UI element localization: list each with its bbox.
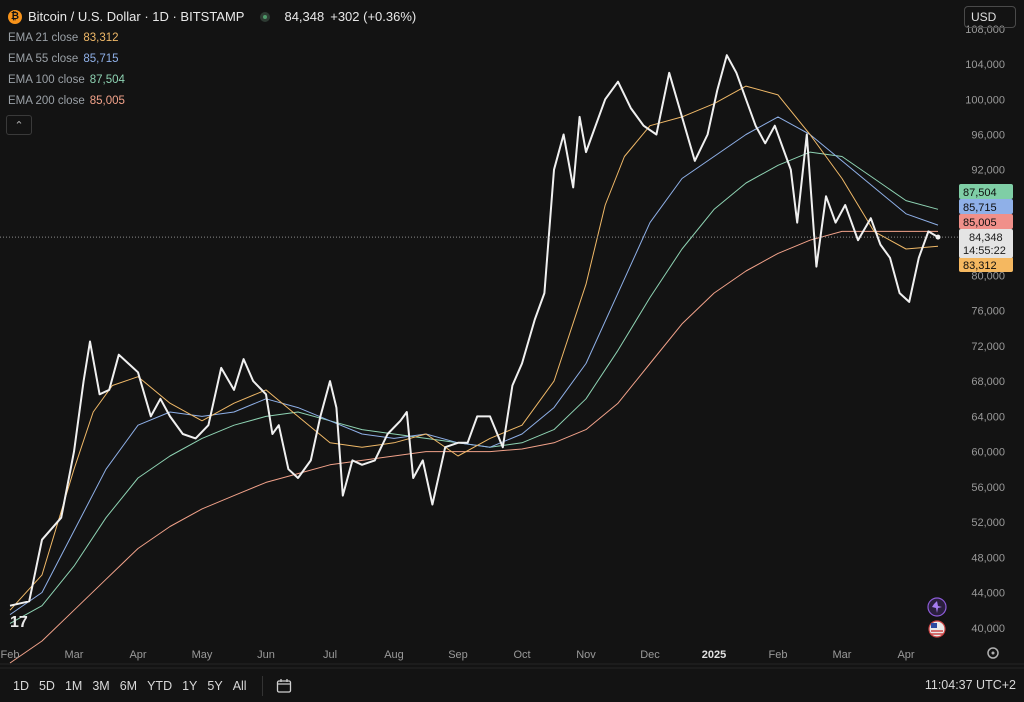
timeframe-1m[interactable]: 1M: [64, 679, 83, 693]
gear-icon[interactable]: [987, 647, 999, 659]
timeframe-1y[interactable]: 1Y: [182, 679, 198, 693]
price-badge-label: 85,715: [963, 202, 997, 214]
y-tick-label: 68,000: [971, 376, 1005, 388]
y-tick-label: 92,000: [971, 165, 1005, 177]
series-line-btcusd: [9, 54, 939, 607]
y-tick-label: 80,000: [971, 270, 1005, 282]
y-tick-label: 76,000: [971, 306, 1005, 318]
timeframe-3m[interactable]: 3M: [92, 679, 110, 693]
series-line-ema-55-close: [9, 116, 939, 616]
legend-ema-55[interactable]: EMA 55 close 85,715: [8, 53, 119, 65]
clock-timezone[interactable]: 11:04:37 UTC+2: [924, 678, 1016, 692]
y-tick-label: 56,000: [971, 482, 1005, 494]
x-tick-label: Mar: [833, 649, 852, 661]
legend-label: EMA 100 close: [8, 74, 85, 86]
x-tick-label: Oct: [513, 649, 530, 661]
last-price: 84,348: [284, 9, 325, 24]
y-tick-label: 44,000: [971, 588, 1005, 600]
x-tick-label: Apr: [897, 649, 914, 661]
x-tick-label: May: [192, 649, 213, 661]
currency-select[interactable]: USD: [964, 6, 1016, 28]
chevron-up-icon: ⌃: [14, 119, 24, 132]
legend-value: 85,005: [89, 95, 125, 107]
price-badge-label: 83,312: [963, 260, 997, 272]
x-tick-label: Nov: [576, 649, 596, 661]
y-tick-label: 52,000: [971, 517, 1005, 529]
last-price-label: 84,348: [969, 232, 1003, 244]
calendar-range-icon[interactable]: [275, 677, 293, 695]
price-badge-label: 87,504: [963, 187, 997, 199]
x-tick-label: Dec: [640, 649, 660, 661]
series-line-ema-200-close: [9, 230, 938, 664]
timeframe-1d[interactable]: 1D: [13, 679, 29, 693]
series-line-ema-21-close: [9, 85, 939, 611]
legend-ema-100[interactable]: EMA 100 close 87,504: [8, 74, 125, 86]
timeframe-ytd[interactable]: YTD: [147, 679, 173, 693]
price-badge: [959, 214, 1013, 229]
price-change: +302 (+0.36%): [330, 9, 417, 24]
price-badge: [959, 257, 1013, 272]
tradingview-logo[interactable]: 17: [10, 614, 28, 631]
series-line-ema-100-close: [9, 151, 939, 624]
legend-label: EMA 21 close: [8, 32, 79, 44]
toolbar-divider: [261, 676, 263, 696]
price-badge: [959, 199, 1013, 214]
legend-value: 85,715: [83, 53, 119, 65]
x-tick-label: Sep: [448, 649, 468, 661]
legend-ema-21[interactable]: EMA 21 close 83,312: [8, 32, 119, 44]
x-tick-label: Apr: [129, 649, 146, 661]
bottom-toolbar: 1D 5D 1M 3M 6M YTD 1Y 5Y All 11:04:37 UT…: [0, 670, 1024, 702]
timeframe-6m[interactable]: 6M: [119, 679, 138, 693]
x-tick-label: Jul: [323, 649, 337, 661]
y-tick-label: 100,000: [965, 94, 1005, 106]
timeframe-all[interactable]: All: [232, 679, 247, 693]
x-tick-label: Jun: [257, 649, 275, 661]
legend-value: 83,312: [83, 32, 119, 44]
last-price-badge: [959, 229, 1013, 258]
symbol-header: ₿ Bitcoin / U.S. Dollar · 1D · BITSTAMP …: [8, 9, 416, 24]
last-price-dot: [935, 234, 941, 240]
market-status-icon: [260, 11, 271, 22]
us-flag-icon[interactable]: [928, 620, 946, 638]
y-tick-label: 72,000: [971, 341, 1005, 353]
legend-value: 87,504: [89, 74, 125, 86]
y-tick-label: 108,000: [965, 24, 1005, 36]
symbol-title[interactable]: Bitcoin / U.S. Dollar · 1D · BITSTAMP: [28, 9, 245, 24]
x-tick-label: Feb: [1, 649, 20, 661]
y-tick-label: 60,000: [971, 447, 1005, 459]
bitcoin-icon: ₿: [8, 9, 22, 24]
timeframe-5y[interactable]: 5Y: [207, 679, 223, 693]
y-tick-label: 96,000: [971, 130, 1005, 142]
price-badge-label: 85,005: [963, 217, 997, 229]
legend-label: EMA 200 close: [8, 95, 85, 107]
legend-ema-200[interactable]: EMA 200 close 85,005: [8, 95, 125, 107]
x-tick-label: Aug: [384, 649, 404, 661]
x-tick-label: Feb: [769, 649, 788, 661]
price-badge: [959, 184, 1013, 199]
y-tick-label: 64,000: [971, 411, 1005, 423]
countdown-label: 14:55:22: [963, 245, 1006, 257]
sparkle-icon[interactable]: [927, 597, 947, 617]
x-tick-label: 2025: [702, 649, 726, 661]
y-tick-label: 48,000: [971, 552, 1005, 564]
y-tick-label: 40,000: [971, 623, 1005, 635]
x-tick-label: Mar: [65, 649, 84, 661]
legend-label: EMA 55 close: [8, 53, 79, 65]
timeframe-5d[interactable]: 5D: [38, 679, 55, 693]
y-tick-label: 104,000: [965, 59, 1005, 71]
collapse-legend-button[interactable]: ⌃: [6, 115, 32, 135]
